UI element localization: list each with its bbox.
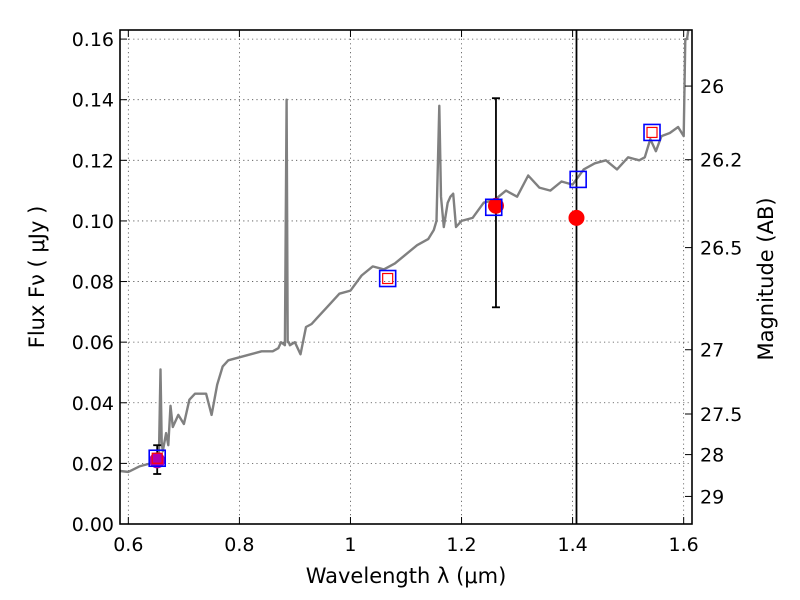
ticks: 0.6 0.8 1 1.2 1.4 1.6 0.00 0.02 0.04 0.06 0.08 0.10… (72, 29, 743, 556)
model-band-inner-square (151, 452, 163, 464)
y-tick-label: 0.10 (72, 211, 114, 233)
model-band-inner-square (382, 272, 394, 285)
y-tick-label: 0.04 (72, 393, 114, 415)
x-tick-label: 1.6 (669, 534, 699, 556)
spectrum-line (120, 30, 690, 474)
x-tick-label: 0.8 (224, 534, 254, 556)
right-tick-label: 28 (700, 445, 724, 467)
model-band-inner-square (646, 126, 658, 139)
x-tick-label: 1.2 (446, 534, 476, 556)
spectrum-series (120, 30, 690, 474)
observed-point (568, 209, 585, 226)
y-tick-label: 0.00 (72, 514, 114, 536)
y-tick-label: 0.06 (72, 332, 114, 354)
y-tick-label: 0.08 (72, 272, 114, 294)
model-band-square (569, 170, 587, 189)
right-tick-label: 26.2 (700, 150, 742, 172)
y-tick-label: 0.16 (72, 29, 114, 51)
x-tick-label: 0.6 (113, 534, 143, 556)
x-tick-label: 1 (344, 534, 356, 556)
model-band-square (378, 269, 397, 288)
right-tick-label: 26.5 (700, 238, 742, 260)
y-tick-label: 0.02 (72, 453, 114, 475)
right-axis-title: Magnitude (AB) (754, 197, 778, 360)
right-tick-label: 26 (700, 76, 724, 98)
y-axis-title: Flux Fν ( μJy ) (25, 206, 49, 349)
right-tick-label: 27.5 (700, 404, 742, 426)
model-band-square (148, 449, 167, 468)
observed-point (487, 197, 504, 214)
model-band-square (484, 198, 503, 217)
plot-frame (119, 29, 693, 525)
grid (120, 30, 692, 525)
x-tick-label: 1.4 (557, 534, 587, 556)
right-tick-label: 29 (700, 486, 724, 508)
x-axis-title: Wavelength λ (μm) (306, 564, 507, 588)
y-tick-label: 0.14 (72, 90, 114, 112)
right-tick-label: 27 (700, 340, 724, 362)
data-points (148, 30, 661, 524)
model-band-square (643, 123, 661, 142)
y-tick-label: 0.12 (72, 150, 114, 172)
